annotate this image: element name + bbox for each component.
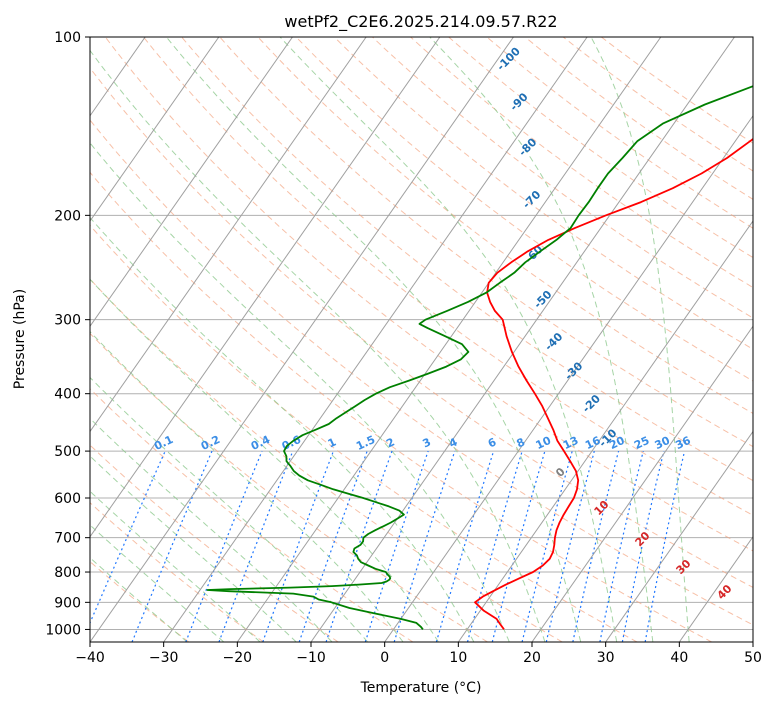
mixing-ratio-line — [393, 450, 456, 642]
isotherm-line — [163, 37, 588, 642]
y-axis-ticks: 100 200 300 400 500 600 700 800 900 1000 — [45, 30, 90, 638]
mixing-ratio-line — [599, 450, 644, 642]
mixing-ratio-line — [325, 450, 393, 642]
dry-adiabat-line — [90, 332, 488, 642]
dry-adiabat-line — [90, 67, 753, 588]
moist-adiabat-line — [90, 455, 297, 642]
pressure-grid — [90, 37, 753, 630]
x-tick-label: 40 — [670, 650, 688, 666]
isotherm-line — [90, 37, 367, 433]
plot-frame — [89, 36, 754, 643]
mixing-ratio-line — [572, 450, 620, 642]
dry-adiabat-line — [90, 224, 638, 642]
mixing-ratio-line — [90, 450, 166, 625]
moist-adiabat-line — [90, 524, 225, 642]
dry-adiabat-line — [257, 37, 753, 414]
x-tick-label: −20 — [223, 650, 253, 666]
dry-adiabat-line — [219, 37, 753, 448]
mixing-ratio-label: 25 — [632, 434, 651, 452]
mixing-ratio-label: 16 — [583, 434, 603, 452]
x-axis-ticks: −40 −30 −20 −10 0 10 20 30 40 50 — [75, 642, 762, 666]
mixing-ratio-line — [364, 450, 429, 642]
y-tick-label: 700 — [54, 531, 81, 547]
moist-adiabat-line — [90, 330, 404, 642]
x-tick-label: −40 — [75, 650, 105, 666]
y-tick-label: 900 — [54, 595, 81, 611]
moist-adiabat-line — [590, 37, 690, 642]
dry-adiabat-line — [295, 37, 753, 382]
isotherm-line — [678, 535, 753, 642]
temperature-line — [474, 137, 753, 630]
x-tick-label: −30 — [149, 650, 179, 666]
moist-adiabat-line — [90, 49, 546, 642]
x-axis-label: Temperature (°C) — [360, 680, 482, 696]
y-axis-label: Pressure (hPa) — [12, 289, 28, 389]
isotherm-line — [384, 114, 753, 642]
isotherm-line — [90, 37, 441, 538]
dry-adiabat-line — [143, 37, 753, 516]
isotherm-line — [90, 37, 514, 642]
isotherm-line — [457, 220, 753, 642]
moist-adiabat-line — [90, 376, 368, 642]
isotherm-line — [90, 37, 220, 222]
mixing-ratio-label: 30 — [653, 434, 673, 452]
x-tick-label: 0 — [380, 650, 389, 666]
dry-adiabat-line — [90, 171, 712, 642]
moist-adiabat-line — [90, 278, 439, 642]
y-tick-label: 200 — [54, 208, 81, 224]
x-tick-label: −10 — [296, 650, 326, 666]
moist-adiabat-line — [166, 37, 582, 642]
chart-title: wetPf2_C2E6.2025.214.09.57.R22 — [284, 12, 557, 32]
y-tick-label: 500 — [54, 444, 81, 460]
mixing-ratio-line — [131, 450, 213, 642]
mixing-ratio-line — [218, 450, 294, 642]
moist-adiabat-line — [90, 490, 261, 642]
y-tick-label: 100 — [54, 30, 81, 46]
dry-adiabat-line — [410, 37, 753, 289]
moist-adiabat-line — [429, 37, 654, 642]
mixing-ratio-line — [545, 450, 595, 642]
mixing-ratio-line — [185, 450, 263, 642]
x-tick-label: 30 — [597, 650, 615, 666]
mixing-ratio-line — [466, 450, 523, 642]
isotherm-line — [90, 37, 293, 328]
isotherm-line — [531, 325, 753, 642]
mixing-ratio-line — [621, 450, 665, 642]
x-tick-label: 20 — [523, 650, 541, 666]
mixing-ratio-line — [521, 450, 573, 642]
moist-adiabat-line — [90, 216, 475, 642]
isotherms — [90, 37, 753, 642]
y-tick-label: 1000 — [45, 622, 81, 638]
x-tick-label: 50 — [744, 650, 762, 666]
mixing-ratio-line — [435, 450, 495, 642]
profile-series — [206, 85, 753, 630]
y-tick-label: 800 — [54, 565, 81, 581]
isotherm-line — [605, 430, 753, 642]
y-tick-label: 400 — [54, 387, 81, 403]
mixing-ratio-label: 36 — [673, 434, 693, 452]
isotherm-line — [310, 37, 735, 642]
mixing-ratio-label: 13 — [561, 434, 580, 452]
dry-adiabat-line — [104, 37, 753, 552]
isotherm-line — [236, 37, 662, 642]
x-tick-label: 10 — [449, 650, 467, 666]
dewpoint-line — [206, 85, 753, 630]
y-tick-label: 600 — [54, 491, 81, 507]
dry-adiabat-line — [90, 119, 753, 626]
mixing-ratio-label: 20 — [607, 434, 627, 452]
y-tick-label: 300 — [54, 313, 81, 329]
dry-adiabat-line — [90, 502, 264, 642]
dry-adiabat-line — [90, 444, 339, 642]
moist-adiabat-line — [90, 557, 188, 642]
mixing-ratio-label: 10 — [534, 434, 554, 452]
mixing-ratio-line — [644, 450, 686, 642]
